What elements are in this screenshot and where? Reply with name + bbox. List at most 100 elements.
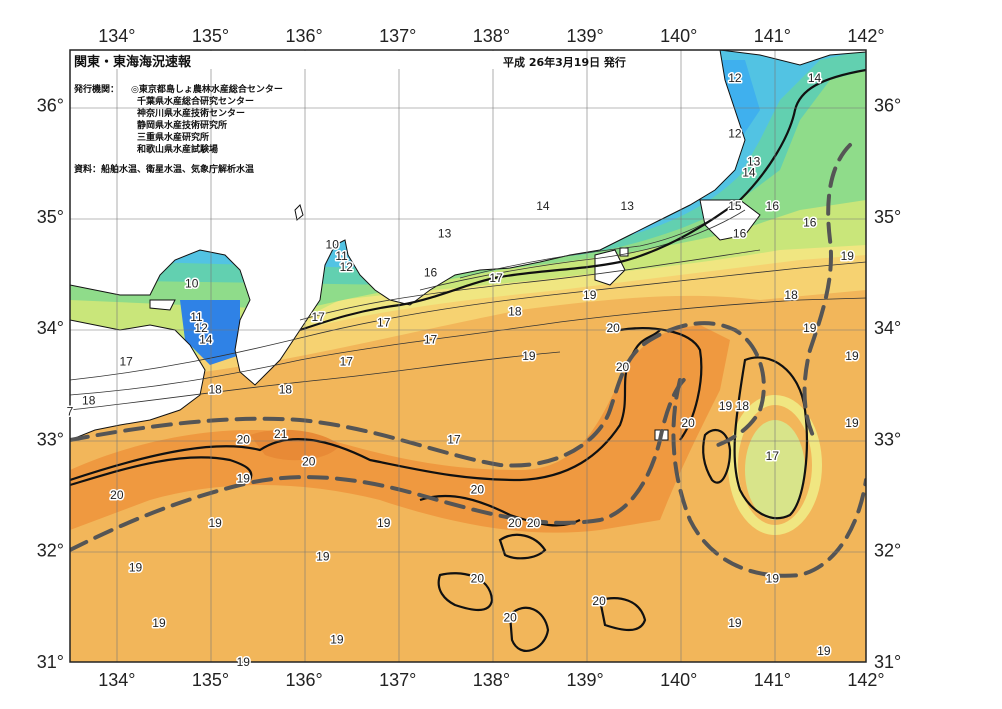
- latitude-labels-left: 36° 35° 34° 33° 32° 31°: [37, 96, 64, 672]
- lon-label-bottom: 139°: [566, 670, 603, 690]
- isotherm-label: 12: [340, 260, 354, 274]
- kuroshio-axis: [70, 143, 866, 578]
- lat-label-right: 35°: [874, 207, 901, 227]
- kuroshio-axis-east: [802, 143, 852, 442]
- isotherm-label: 19: [803, 321, 817, 335]
- isotherm-label: 20: [237, 432, 251, 446]
- isotherm-label: 19: [377, 516, 391, 530]
- isotherm-label: 19: [208, 516, 222, 530]
- graticule: [70, 50, 866, 662]
- isotherm-label: 14: [808, 71, 822, 85]
- land-awaji: [149, 299, 176, 311]
- isotherm-label: 13: [747, 154, 761, 168]
- lon-label-bottom: 140°: [660, 670, 697, 690]
- kuroshio-axis-south: [70, 373, 692, 552]
- lon-label-bottom: 137°: [379, 670, 416, 690]
- isotherm-label: 19: [330, 633, 344, 647]
- isotherm-label: 18: [736, 399, 750, 413]
- isotherm-lines: [70, 189, 866, 411]
- isotherm-label: 19: [841, 249, 855, 263]
- data-sources: 資料：船舶水温、衛星水温、気象庁解析水温: [74, 163, 254, 175]
- isotherm-label: 19: [237, 471, 251, 485]
- isotherm-label: 10: [326, 238, 340, 252]
- issuer-5: 三重県水産研究所: [137, 131, 209, 143]
- isotherm-label: 20: [616, 360, 630, 374]
- lon-label-top: 135°: [192, 26, 229, 46]
- isotherm-20-blob-3: [598, 597, 647, 632]
- lon-label-top: 137°: [379, 26, 416, 46]
- issuer-6: 和歌山県水産試験場: [136, 143, 218, 155]
- lat-label-left: 34°: [37, 318, 64, 338]
- isotherm-label: 17: [377, 316, 391, 330]
- isotherm-label: 20: [503, 610, 517, 624]
- isotherm-label: 19: [316, 549, 330, 563]
- isotherm-20-main: [70, 329, 661, 482]
- lat-label-left: 33°: [37, 429, 64, 449]
- cold-bay-water-osaka: [180, 300, 240, 365]
- isotherm-label: 18: [784, 288, 798, 302]
- isotherm-label: 14: [536, 199, 550, 213]
- land-sado-style-islet: [294, 204, 304, 221]
- isotherm-label: 20: [471, 483, 485, 497]
- kuroshio-axis-north: [70, 321, 766, 468]
- isotherm-20-east-band: [619, 327, 703, 441]
- isotherm-label: 18: [208, 382, 222, 396]
- isotherm-label: 19: [766, 572, 780, 586]
- isotherm-label: 16: [766, 199, 780, 213]
- issuer-4: 静岡県水産技術研究所: [137, 119, 227, 131]
- isotherm-label: 12: [728, 126, 742, 140]
- isotherm-label: 12: [194, 321, 208, 335]
- isotherm-label: 20: [508, 516, 522, 530]
- isotherm-label: 15: [728, 199, 742, 213]
- lat-label-right: 34°: [874, 318, 901, 338]
- isotherm-label: 19: [522, 349, 536, 363]
- lat-label-left: 36°: [37, 96, 64, 116]
- isotherm-label: 17: [424, 332, 438, 346]
- isotherm-20-east-ring: [733, 356, 808, 520]
- lon-label-bottom: 136°: [286, 670, 323, 690]
- isotherm-label: 11: [190, 310, 203, 324]
- isotherm-label: 13: [621, 199, 635, 213]
- kuroshio-axis-meander: [671, 378, 866, 578]
- isotherm-20-lines: [70, 68, 866, 652]
- lat-label-right: 31°: [874, 652, 901, 672]
- lon-label-top: 139°: [566, 26, 603, 46]
- isotherm-label: 20: [302, 455, 316, 469]
- warm-core-21: [250, 429, 340, 461]
- title-bar: [71, 51, 521, 69]
- issuer-label: 発行機関：: [73, 83, 119, 95]
- lon-label-top: 138°: [473, 26, 510, 46]
- map-frame: [69, 49, 867, 663]
- land-izu-peninsula: [594, 249, 626, 286]
- isotherm-label: 18: [82, 394, 96, 408]
- land-honshu: [70, 50, 866, 386]
- isotherm-label: 20: [681, 416, 695, 430]
- lon-label-bottom: 141°: [754, 670, 791, 690]
- isotherm-label: 20: [471, 572, 485, 586]
- isotherm-label: 19: [152, 616, 166, 630]
- isotherm-label: 19: [728, 616, 742, 630]
- map-title: 関東・東海海況速報: [74, 54, 192, 70]
- isotherm-label: 17: [447, 432, 461, 446]
- lon-label-bottom: 142°: [847, 670, 884, 690]
- isotherm-label: 16: [424, 266, 438, 280]
- lon-label-top: 142°: [847, 26, 884, 46]
- isotherm-label: 16: [803, 215, 817, 229]
- isotherm-coastal-black: [299, 68, 866, 332]
- isotherm-label: 13: [438, 227, 452, 241]
- isotherm-label: 16: [733, 227, 747, 241]
- lat-label-right: 33°: [874, 429, 901, 449]
- isotherm-20-blob-4: [498, 533, 547, 560]
- isotherm-label: 19: [817, 644, 831, 658]
- lat-label-left: 35°: [37, 207, 64, 227]
- lat-label-left: 31°: [37, 652, 64, 672]
- lon-label-top: 136°: [286, 26, 323, 46]
- isotherm-label: 14: [199, 332, 213, 346]
- isotherm-label: 19: [845, 349, 859, 363]
- isotherm-label: 19: [583, 288, 597, 302]
- issuer-block: 発行機関： ◎東京都島しょ農林水産総合センター 千葉県水産総合研究センター 神奈…: [73, 83, 283, 175]
- longitude-labels-bottom: 134° 135° 136° 137° 138° 139° 140° 141° 142°: [98, 670, 884, 690]
- lat-label-right: 32°: [874, 541, 901, 561]
- isotherm-label: 17: [766, 449, 780, 463]
